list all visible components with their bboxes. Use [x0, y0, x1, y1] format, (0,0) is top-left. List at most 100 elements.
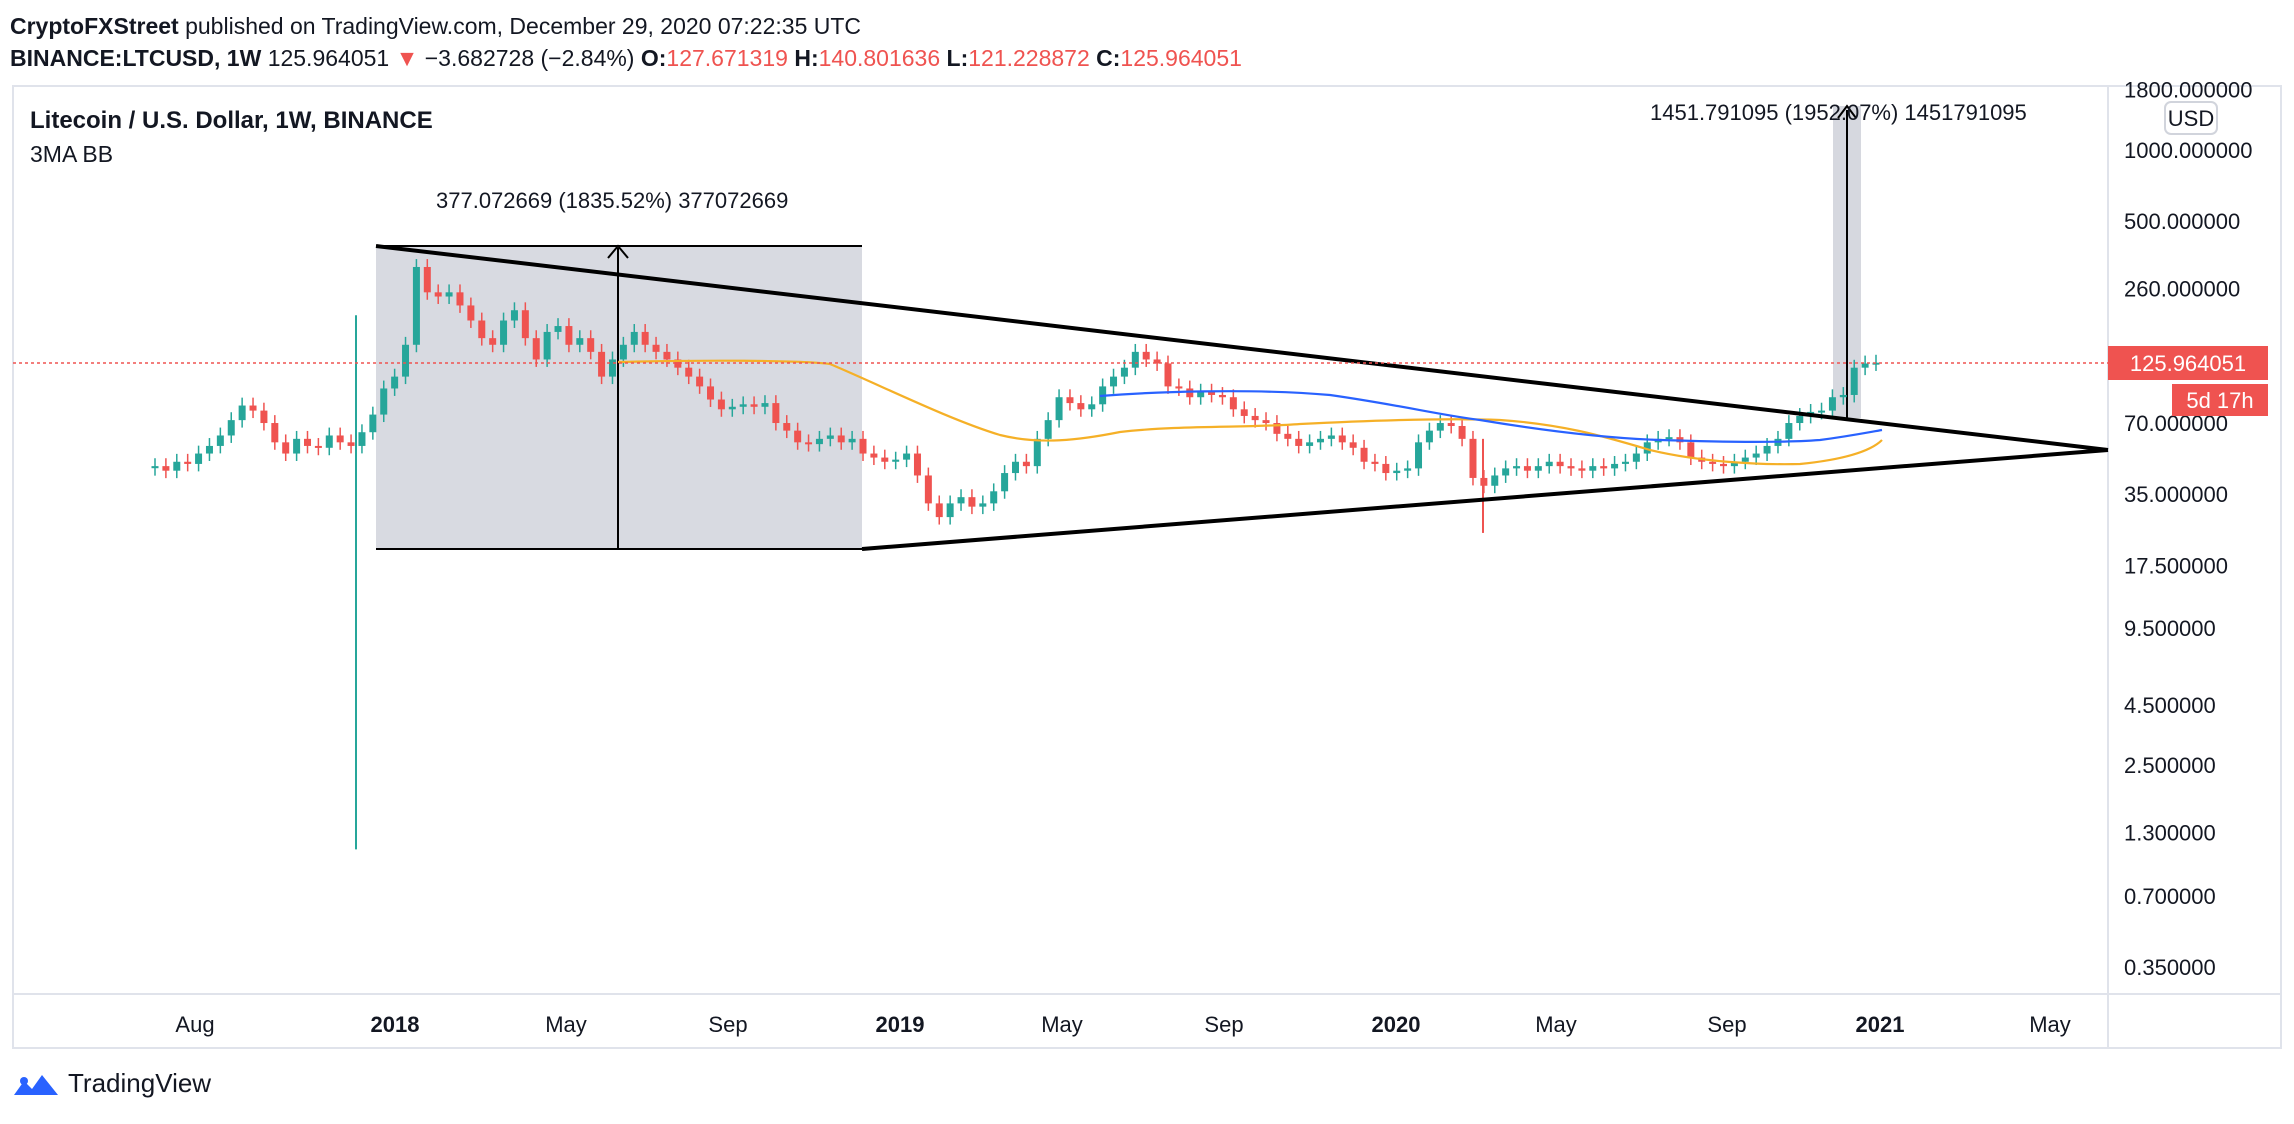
close-label: C: — [1096, 45, 1121, 71]
price-axis[interactable]: 1800.000000 1000.000000 500.000000 260.0000… — [2124, 78, 2252, 980]
candle-body — [619, 344, 627, 360]
candle-body — [1709, 461, 1717, 464]
candle-body — [162, 466, 170, 471]
candle-body — [924, 475, 932, 504]
candle-body — [1142, 351, 1150, 360]
price-change: −3.682728 (−2.84%) — [424, 45, 635, 71]
candle-body — [1012, 461, 1019, 474]
candle-body — [1197, 391, 1205, 398]
candle-body — [1621, 461, 1629, 464]
candle-body — [587, 338, 595, 352]
price-tick-label: 1000.000000 — [2124, 138, 2252, 163]
candle-body — [1360, 447, 1368, 462]
candle-body — [913, 453, 921, 476]
candle-body — [358, 432, 366, 446]
candle-body — [859, 438, 867, 454]
triangle-upper-trendline — [375, 244, 2109, 452]
time-tick-label: Sep — [1707, 1012, 1746, 1037]
price-tick-label: 2.500000 — [2124, 753, 2216, 778]
candle-body — [761, 403, 769, 407]
candle-body — [772, 403, 780, 424]
symbol-label[interactable]: BINANCE:LTCUSD, 1W — [10, 45, 262, 71]
candle-body — [1306, 442, 1314, 446]
time-tick-label: May — [1041, 1012, 1083, 1037]
candle-body — [1001, 473, 1009, 492]
price-tick-label: 0.700000 — [2124, 884, 2216, 909]
candle-body — [402, 344, 410, 377]
triangle-lower-trendline — [861, 448, 2109, 551]
time-tick-label: Sep — [708, 1012, 747, 1037]
candle-body — [1469, 438, 1477, 478]
candle-body — [1589, 466, 1597, 471]
candle-body — [717, 399, 725, 410]
candle-body — [903, 453, 911, 460]
author-name[interactable]: CryptoFXStreet — [10, 13, 179, 39]
measure-label-2018: 377.072669 (1835.52%) 377072669 — [436, 188, 788, 213]
currency-badge[interactable] — [2164, 101, 2218, 135]
candle-body — [1120, 367, 1128, 377]
candle-body — [227, 420, 235, 436]
candle-body — [369, 414, 377, 433]
candle-body — [249, 405, 257, 411]
candle-body — [1229, 397, 1237, 410]
candle-body — [990, 491, 998, 504]
high-label: H: — [794, 45, 819, 71]
candle-body — [293, 438, 301, 454]
candle-body — [608, 359, 616, 377]
candle-body — [456, 292, 464, 306]
candle-body — [184, 461, 192, 464]
candle-body — [151, 466, 159, 469]
candle-body — [1393, 470, 1401, 474]
candle-body — [783, 423, 791, 431]
price-tick-label: 260.000000 — [2124, 276, 2240, 301]
price-tick-label: 17.500000 — [2124, 553, 2228, 578]
countdown-tag — [2172, 384, 2268, 416]
candle-body — [1262, 420, 1270, 424]
time-tick-label: 2021 — [1856, 1012, 1905, 1037]
candle-body — [728, 406, 736, 410]
candle-body — [1425, 430, 1433, 443]
candle-body — [1796, 415, 1804, 424]
candle-body — [1022, 461, 1030, 467]
time-tick-label: May — [545, 1012, 587, 1037]
candle-body — [1861, 363, 1869, 368]
candle-body — [1208, 391, 1216, 395]
candle-body — [260, 410, 268, 424]
candle-body — [957, 497, 965, 504]
tradingview-logo-icon — [14, 1074, 58, 1095]
countdown-label: 5d 17h — [2186, 388, 2253, 413]
candle-body — [303, 438, 311, 446]
candle-body — [1643, 442, 1651, 454]
candle-body — [815, 438, 823, 445]
candle-body — [543, 331, 551, 360]
last-price-tag — [2108, 346, 2268, 380]
candle-body — [434, 292, 442, 297]
candle-body — [1164, 363, 1172, 387]
high-value: 140.801636 — [818, 45, 941, 71]
candle-body — [1687, 442, 1695, 458]
candle-body — [881, 457, 889, 462]
indicator-label: 3MA BB — [30, 141, 113, 167]
candle-body — [336, 435, 344, 443]
candle-body — [1763, 445, 1771, 454]
tradingview-brand[interactable]: TradingView — [12, 1068, 211, 1099]
candle-body — [1175, 386, 1183, 389]
candle-body — [1611, 463, 1619, 469]
time-axis[interactable]: Aug 2018 May Sep 2019 May Sep 2020 May Sep 2021 May — [175, 1012, 2070, 1037]
candle-body — [510, 310, 518, 321]
candle-body — [271, 423, 279, 443]
candle-body — [1491, 475, 1499, 486]
candle-body — [935, 503, 943, 518]
candle-body — [1284, 433, 1292, 439]
candle-body — [238, 405, 246, 421]
candle-body — [892, 459, 900, 462]
candle-body — [1730, 461, 1738, 467]
candle-body — [1436, 423, 1444, 431]
candle-body — [826, 435, 834, 439]
time-tick-label: 2018 — [371, 1012, 420, 1037]
candle-body — [1251, 415, 1259, 421]
candle-body — [739, 404, 747, 407]
price-tick-label: 1.300000 — [2124, 820, 2216, 845]
tradingview-brand-label: TradingView — [68, 1068, 212, 1098]
